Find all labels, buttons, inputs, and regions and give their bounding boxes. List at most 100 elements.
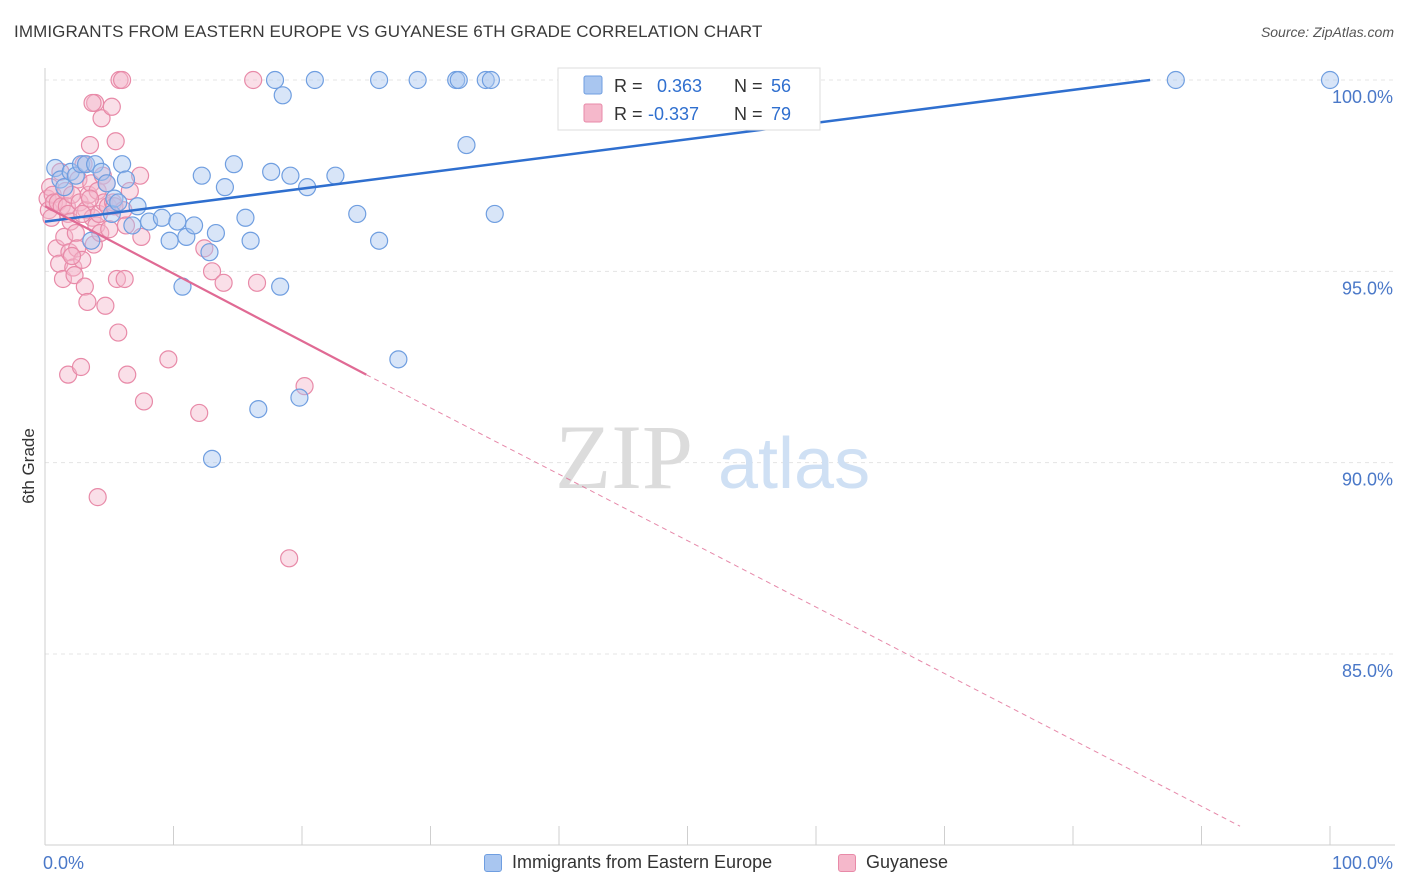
- guyanese-point-68: [244, 70, 263, 90]
- legend-stats: R = 0.363 N = 56 R = -0.337 N = 79: [557, 67, 821, 131]
- eastern-europe-point-10: [97, 174, 116, 193]
- eastern-europe-trend-line: [44, 78, 1151, 223]
- eastern-europe-point-17: [128, 197, 147, 216]
- eastern-europe-point-45: [305, 70, 324, 90]
- legend-pink-swatch: [583, 103, 603, 123]
- guyanese-trend-extension: [366, 374, 1241, 827]
- watermark: ZIP atlas: [555, 406, 870, 508]
- eastern-europe-point-36: [370, 231, 389, 250]
- x-tick-label-end: 100.0%: [1332, 853, 1393, 873]
- guyanese-point-62: [134, 392, 154, 411]
- legend-guyanese-swatch: [838, 853, 856, 872]
- legend-blue-r-value: 0.363: [657, 76, 702, 96]
- y-axis-label: 6th Grade: [19, 428, 38, 504]
- eastern-europe-point-31: [262, 162, 281, 181]
- legend-eastern-europe-swatch: [484, 853, 502, 872]
- y-tick-labels: 100.0% 95.0% 90.0% 85.0%: [1332, 87, 1393, 681]
- guyanese-point-25: [73, 250, 92, 269]
- eastern-europe-point-30: [241, 231, 260, 250]
- trend-lines: [44, 78, 1241, 827]
- eastern-europe-point-28: [224, 155, 243, 174]
- guyanese-point-66: [202, 262, 222, 281]
- guyanese-point-56: [115, 269, 134, 289]
- guyanese-point-47: [102, 97, 121, 116]
- eastern-europe-point-14: [112, 155, 132, 174]
- eastern-europe-point-42: [389, 350, 408, 369]
- eastern-europe-point-19: [152, 208, 172, 227]
- legend-blue-r-label: R =: [614, 76, 643, 96]
- y-tick-label-0: 100.0%: [1332, 87, 1393, 107]
- guyanese-point-21: [66, 223, 85, 243]
- eastern-europe-point-7: [82, 231, 101, 250]
- eastern-europe-point-39: [202, 449, 222, 468]
- guyanese-point-57: [116, 216, 136, 235]
- eastern-europe-point-35: [348, 204, 367, 224]
- eastern-europe-points: [46, 70, 1340, 468]
- y-tick-label-2: 90.0%: [1342, 470, 1393, 490]
- eastern-europe-point-34: [326, 166, 345, 185]
- eastern-europe-point-43: [273, 86, 292, 105]
- guyanese-point-60: [130, 166, 150, 185]
- guyanese-point-70: [295, 377, 314, 396]
- legend-pink-r-value: -0.337: [648, 104, 699, 124]
- guyanese-point-50: [106, 132, 125, 151]
- eastern-europe-point-27: [215, 178, 234, 197]
- legend-blue-n-value: 56: [771, 76, 791, 96]
- eastern-europe-point-5: [71, 155, 91, 174]
- legend-blue-swatch: [583, 75, 603, 95]
- guyanese-point-63: [159, 350, 178, 369]
- eastern-europe-point-23: [184, 216, 204, 235]
- eastern-europe-point-21: [168, 212, 187, 231]
- guyanese-point-73: [62, 246, 82, 266]
- watermark-zip: ZIP: [555, 406, 693, 508]
- eastern-europe-point-52: [457, 135, 476, 155]
- eastern-europe-point-55: [1320, 70, 1340, 90]
- eastern-europe-point-15: [116, 170, 136, 189]
- source-attribution: Source: ZipAtlas.com: [1260, 24, 1394, 40]
- legend-series: Immigrants from Eastern Europe Guyanese: [0, 852, 1406, 878]
- eastern-europe-point-47: [408, 70, 427, 90]
- guyanese-point-46: [100, 220, 119, 239]
- eastern-europe-point-49: [449, 70, 468, 90]
- guyanese-point-71: [88, 488, 107, 507]
- legend-blue-n-label: N =: [734, 76, 763, 96]
- legend-pink-r-label: R =: [614, 104, 643, 124]
- chart-title: IMMIGRANTS FROM EASTERN EUROPE VS GUYANE…: [14, 22, 763, 41]
- eastern-europe-point-24: [192, 166, 211, 185]
- eastern-europe-point-29: [236, 208, 255, 227]
- guyanese-point-54: [112, 70, 132, 90]
- legend-eastern-europe-label: Immigrants from Eastern Europe: [512, 852, 773, 872]
- eastern-europe-point-13: [109, 193, 128, 212]
- legend-guyanese-label: Guyanese: [866, 852, 949, 872]
- eastern-europe-point-32: [281, 166, 300, 185]
- eastern-europe-point-51: [481, 70, 500, 90]
- x-tick-label-start: 0.0%: [43, 853, 84, 873]
- legend-item-eastern-europe: Immigrants from Eastern Europe: [484, 852, 772, 873]
- guyanese-point-40: [92, 109, 111, 128]
- guyanese-point-67: [214, 273, 233, 292]
- eastern-europe-point-40: [249, 399, 268, 419]
- eastern-europe-point-2: [55, 178, 74, 197]
- x-tick-labels: 0.0% 100.0%: [43, 853, 1393, 873]
- eastern-europe-point-38: [271, 277, 290, 296]
- eastern-europe-point-54: [1166, 70, 1185, 90]
- eastern-europe-point-16: [123, 216, 142, 235]
- y-tick-label-1: 95.0%: [1342, 278, 1393, 298]
- guyanese-point-20: [65, 266, 84, 285]
- legend-pink-n-value: 79: [771, 104, 791, 124]
- eastern-europe-point-41: [290, 388, 309, 407]
- guyanese-point-43: [96, 296, 115, 315]
- eastern-europe-point-46: [370, 70, 389, 90]
- watermark-atlas: atlas: [718, 424, 870, 504]
- eastern-europe-point-9: [92, 162, 111, 181]
- eastern-europe-point-26: [206, 223, 226, 243]
- grid-lines: [45, 79, 1395, 655]
- eastern-europe-point-44: [265, 70, 285, 90]
- y-tick-label-3: 85.0%: [1342, 661, 1393, 681]
- guyanese-points: [38, 70, 314, 568]
- guyanese-point-31: [80, 135, 100, 155]
- guyanese-point-58: [118, 365, 137, 384]
- eastern-europe-point-25: [200, 243, 219, 262]
- guyanese-point-51: [107, 269, 127, 289]
